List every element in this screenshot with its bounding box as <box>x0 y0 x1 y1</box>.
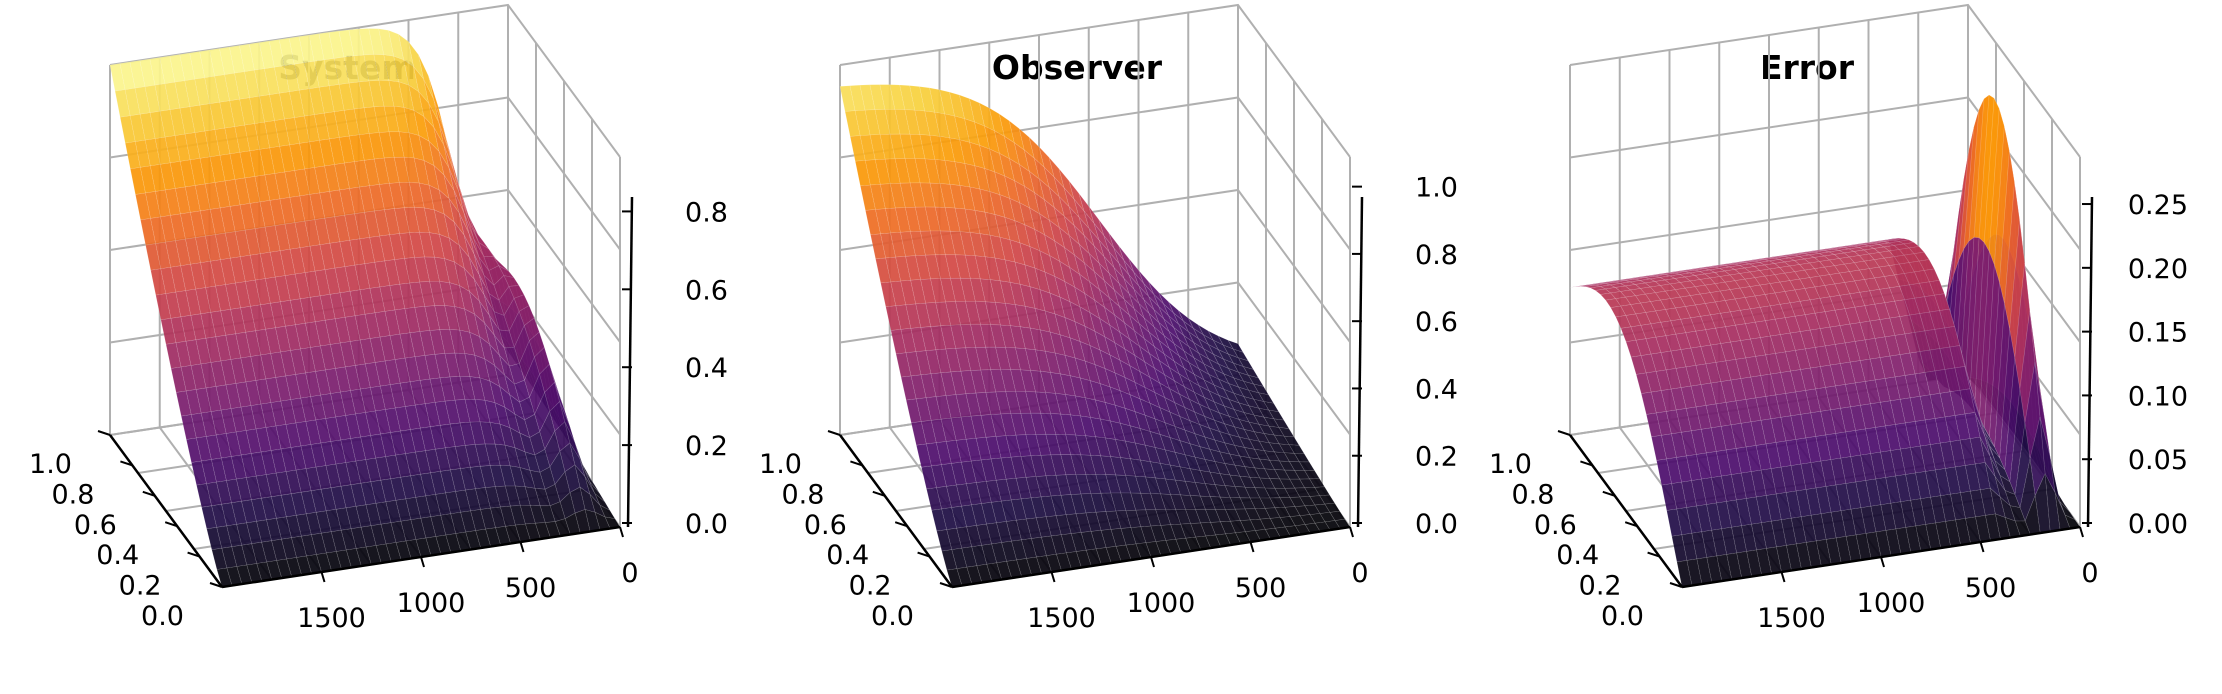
observer-axes: 0500100015000.00.20.40.60.81.00.00.20.40… <box>759 173 1458 634</box>
error-y-tick-label: 0.6 <box>1534 510 1577 541</box>
observer-z-tick-label: 0.2 <box>1415 442 1458 473</box>
error-z-tick-label: 0.20 <box>2128 254 2188 285</box>
observer-z-tick-label: 1.0 <box>1415 173 1458 204</box>
error-y-tick-label: 0.8 <box>1511 479 1554 510</box>
system-y-tick-label: 0.4 <box>96 540 139 571</box>
error-z-tick-label: 0.10 <box>2128 381 2188 412</box>
observer-y-tick-label: 1.0 <box>759 449 802 480</box>
system-z-tick-label: 0.2 <box>685 431 728 462</box>
system-z-tick-label: 0.8 <box>685 197 728 228</box>
error-x-tick-label: 500 <box>1965 573 2017 604</box>
observer-surface <box>839 84 1351 588</box>
observer-x-tick-label: 0 <box>1351 558 1368 589</box>
system-x-tick-label: 500 <box>505 573 557 604</box>
error-y-tick-label: 0.4 <box>1556 540 1599 571</box>
observer-z-tick-label: 0.6 <box>1415 307 1458 338</box>
error-y-tick-label: 0.2 <box>1579 571 1622 602</box>
error-surface <box>1569 94 2081 588</box>
observer-y-tick-label: 0.4 <box>826 540 869 571</box>
system-z-tick-label: 0.4 <box>685 353 728 384</box>
observer-y-tick-label: 0.2 <box>849 571 892 602</box>
system-y-tick-label: 0.0 <box>141 601 184 632</box>
error-y-tick-label: 1.0 <box>1489 449 1532 480</box>
error-x-tick-label: 0 <box>2081 558 2098 589</box>
observer-y-tick-label: 0.0 <box>871 601 914 632</box>
observer-panel: Observer0500100015000.00.20.40.60.81.00.… <box>759 3 1458 634</box>
observer-x-tick-label: 1000 <box>1127 588 1196 619</box>
system-y-tick-label: 0.6 <box>74 510 117 541</box>
error-y-tick-label: 0.0 <box>1601 601 1644 632</box>
system-y-tick-label: 1.0 <box>29 449 72 480</box>
system-axes: 0500100015000.00.20.40.60.81.00.00.20.40… <box>29 196 728 634</box>
system-x-tick-label: 1000 <box>397 588 466 619</box>
error-panel: Error0500100015000.00.20.40.60.81.00.000… <box>1489 3 2188 634</box>
system-panel: System0500100015000.00.20.40.60.81.00.00… <box>29 3 728 634</box>
system-surface <box>109 28 621 588</box>
observer-z-tick-label: 0.4 <box>1415 374 1458 405</box>
error-x-tick-label: 1500 <box>1757 603 1826 634</box>
system-x-tick-label: 1500 <box>297 603 366 634</box>
error-z-tick-label: 0.05 <box>2128 445 2188 476</box>
system-z-tick-label: 0.6 <box>685 275 728 306</box>
observer-x-tick-label: 500 <box>1235 573 1287 604</box>
observer-title: Observer <box>992 48 1163 87</box>
error-z-tick-label: 0.25 <box>2128 190 2188 221</box>
system-y-tick-label: 0.2 <box>119 571 162 602</box>
observer-y-tick-label: 0.8 <box>781 479 824 510</box>
observer-y-tick-label: 0.6 <box>804 510 847 541</box>
observer-x-tick-label: 1500 <box>1027 603 1096 634</box>
system-y-tick-label: 0.8 <box>51 479 94 510</box>
error-axes: 0 500 1000 1500 0.00.20.40.60.81.0 0.00 0.05 0.… <box>1489 190 2188 634</box>
observer-z-tick-label: 0.8 <box>1415 240 1458 271</box>
system-x-tick-label: 0 <box>621 558 638 589</box>
error-x-tick-label: 1000 <box>1857 588 1926 619</box>
error-z-tick-label: 0.00 <box>2128 509 2188 540</box>
error-z-tick-label: 0.15 <box>2128 318 2188 349</box>
error-title: Error <box>1760 48 1855 87</box>
observer-z-tick-label: 0.0 <box>1415 509 1458 540</box>
system-z-tick-label: 0.0 <box>685 509 728 540</box>
